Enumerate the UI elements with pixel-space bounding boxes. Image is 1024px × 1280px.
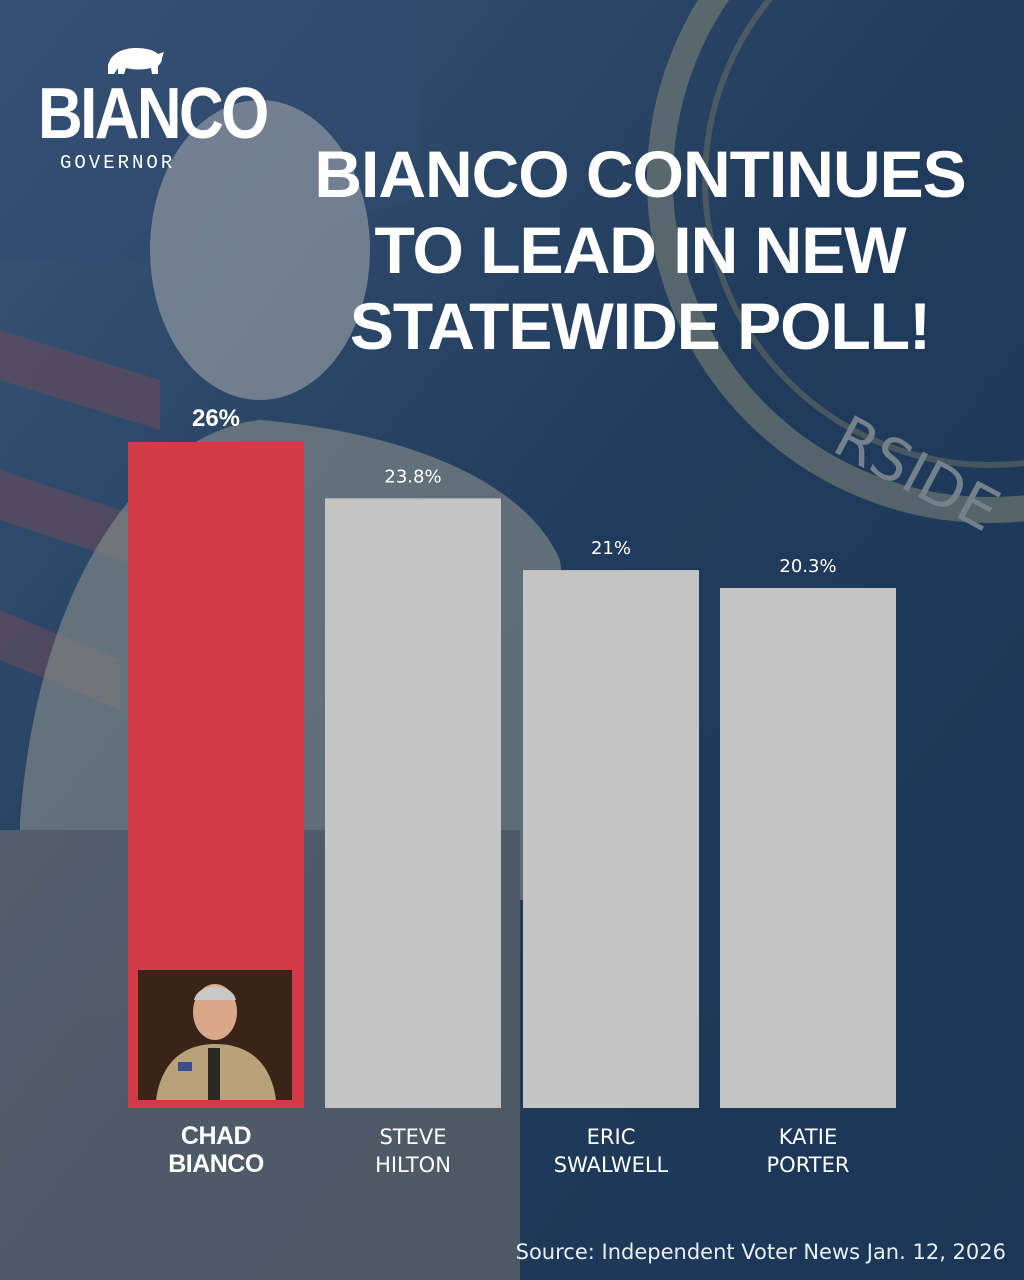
headline-line-3: STATEWIDE POLL! xyxy=(349,289,931,363)
category-label-0-0: CHAD xyxy=(181,1122,251,1150)
value-label-1: 23.8% xyxy=(384,466,441,487)
brand-subtitle: GOVERNOR xyxy=(60,152,176,174)
category-label-2-0: ERIC xyxy=(587,1125,636,1149)
bar-2 xyxy=(523,570,699,1108)
source-citation: Source: Independent Voter News Jan. 12, … xyxy=(515,1240,1006,1264)
category-label-3-1: PORTER xyxy=(767,1153,850,1177)
value-label-2: 21% xyxy=(591,538,631,559)
bear-logo-icon xyxy=(108,48,164,74)
category-label-3-0: KATIE xyxy=(779,1125,837,1149)
bar-1 xyxy=(325,498,501,1108)
bar-3 xyxy=(720,588,896,1108)
category-label-0-1: BIANCO xyxy=(168,1150,264,1178)
category-label-1-0: STEVE xyxy=(379,1125,446,1149)
category-label-1-1: HILTON xyxy=(375,1153,451,1177)
headline: BIANCO CONTINUES TO LEAD IN NEW STATEWID… xyxy=(290,136,990,364)
headline-line-2: TO LEAD IN NEW xyxy=(374,213,906,287)
candidate-portrait xyxy=(138,970,292,1100)
value-label-0: 26% xyxy=(192,405,240,432)
headline-line-1: BIANCO CONTINUES xyxy=(314,137,966,211)
value-label-3: 20.3% xyxy=(779,556,836,577)
category-label-2-1: SWALWELL xyxy=(554,1153,669,1177)
